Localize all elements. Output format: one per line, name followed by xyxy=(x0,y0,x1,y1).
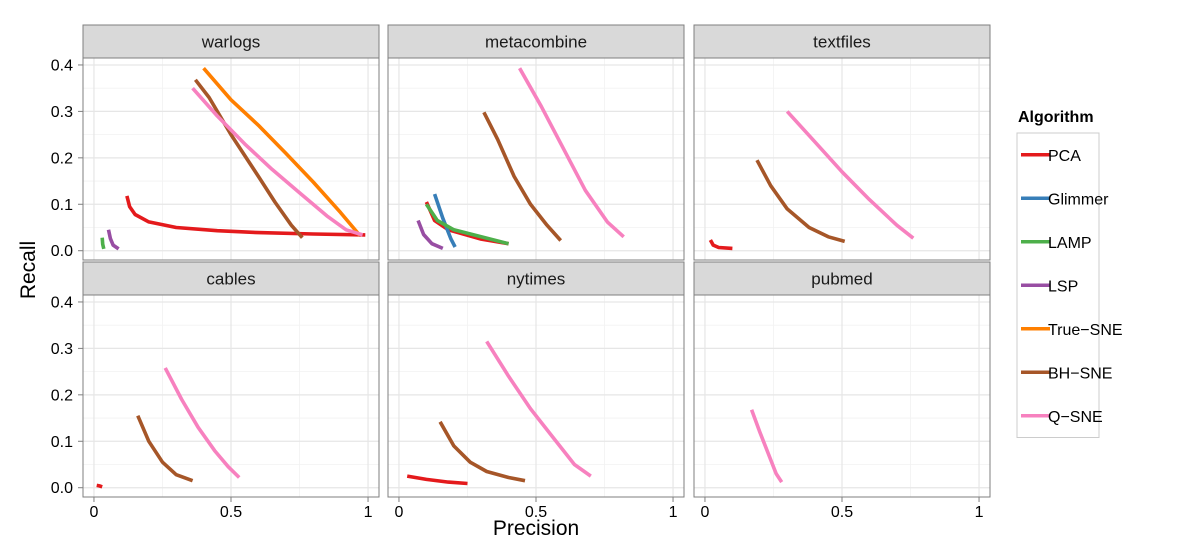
y-tick-label: 0.1 xyxy=(51,197,73,214)
panel-border xyxy=(387,57,685,261)
series-line-qsne xyxy=(785,110,915,240)
panel-textfiles: textfiles xyxy=(693,24,991,261)
panel-warlogs: warlogs 0.0 0.1 0.2 0.3 0.4 xyxy=(51,24,380,261)
series-line-qsne xyxy=(518,67,625,239)
panel-strip xyxy=(387,261,685,296)
legend-label: Glimmer xyxy=(1048,191,1109,208)
panel-pubmed: pubmed 0 0.5 1 xyxy=(693,261,991,521)
series-line-pca xyxy=(708,239,733,251)
series-line-lamp xyxy=(424,203,510,246)
panels: warlogs 0.0 0.1 0.2 0.3 0.4 metacombine textfil… xyxy=(51,24,991,521)
panel-title: textfiles xyxy=(813,33,871,52)
y-tick-label: 0.4 xyxy=(51,294,73,311)
panel-border xyxy=(693,57,991,261)
panel-strip xyxy=(387,24,685,59)
y-tick-label: 0.0 xyxy=(51,480,73,497)
panel-title: warlogs xyxy=(201,33,261,52)
y-tick-label: 0.2 xyxy=(51,387,73,404)
legend-label: Q−SNE xyxy=(1048,409,1103,426)
series-line-glimmer xyxy=(432,193,457,248)
panel-metacombine: metacombine xyxy=(387,24,685,261)
series-line-lsp xyxy=(416,219,444,251)
y-tick-label: 0.0 xyxy=(51,243,73,260)
y-tick-label: 0.3 xyxy=(51,341,73,358)
series-line-bhsne xyxy=(482,111,563,242)
x-tick-label: 0.5 xyxy=(831,504,853,521)
x-tick-label: 0 xyxy=(701,504,710,521)
x-tick-label: 0.5 xyxy=(220,504,242,521)
legend-title: Algorithm xyxy=(1018,109,1094,126)
legend-label: PCA xyxy=(1048,148,1081,165)
panel-strip xyxy=(82,24,380,59)
legend: Algorithm PCA Glimmer LAMP LSP True−SNE BH−SN… xyxy=(1016,109,1123,438)
series-line-qsne xyxy=(749,409,784,484)
series-line-qsne xyxy=(163,367,241,479)
y-axis-title: Recall xyxy=(17,241,40,299)
y-tick-label: 0.4 xyxy=(51,57,73,74)
series-line-qsne xyxy=(191,87,364,237)
panel-strip xyxy=(693,261,991,296)
panel-strip xyxy=(82,261,380,296)
series-line-pca xyxy=(96,483,103,489)
legend-label: LSP xyxy=(1048,278,1078,295)
panel-title: cables xyxy=(206,270,255,289)
series-line-bhsne xyxy=(755,159,846,244)
series-line-qsne xyxy=(485,340,592,478)
x-tick-label: 1 xyxy=(975,504,984,521)
legend-label: True−SNE xyxy=(1048,322,1123,339)
y-tick-label: 0.3 xyxy=(51,104,73,121)
panel-nytimes: nytimes 0 0.5 1 xyxy=(387,261,685,521)
x-tick-label: 0.5 xyxy=(525,504,547,521)
x-tick-label: 1 xyxy=(364,504,373,521)
series-line-bhsne xyxy=(193,78,304,239)
y-tick-label: 0.1 xyxy=(51,434,73,451)
x-tick-label: 0 xyxy=(395,504,404,521)
series-line-bhsne xyxy=(136,414,194,483)
legend-label: BH−SNE xyxy=(1048,365,1112,382)
series-line-truesne xyxy=(202,67,362,237)
panel-border xyxy=(82,57,380,261)
panel-title: pubmed xyxy=(811,270,872,289)
x-tick-label: 0 xyxy=(90,504,99,521)
x-axis-title: Precision xyxy=(493,517,579,540)
panel-title: nytimes xyxy=(507,270,566,289)
series-line-lamp xyxy=(100,237,106,250)
panel-strip xyxy=(693,24,991,59)
series-line-pca xyxy=(125,195,366,237)
series-line-bhsne xyxy=(438,420,526,483)
panel-title: metacombine xyxy=(485,33,587,52)
legend-label: LAMP xyxy=(1048,235,1092,252)
y-tick-label: 0.2 xyxy=(51,150,73,167)
x-tick-label: 1 xyxy=(669,504,678,521)
series-line-lsp xyxy=(106,229,120,251)
series-line-pca xyxy=(406,474,468,486)
panel-cables: cables 0.0 0.1 0.2 0.3 0.4 0 0.5 1 xyxy=(51,261,380,521)
